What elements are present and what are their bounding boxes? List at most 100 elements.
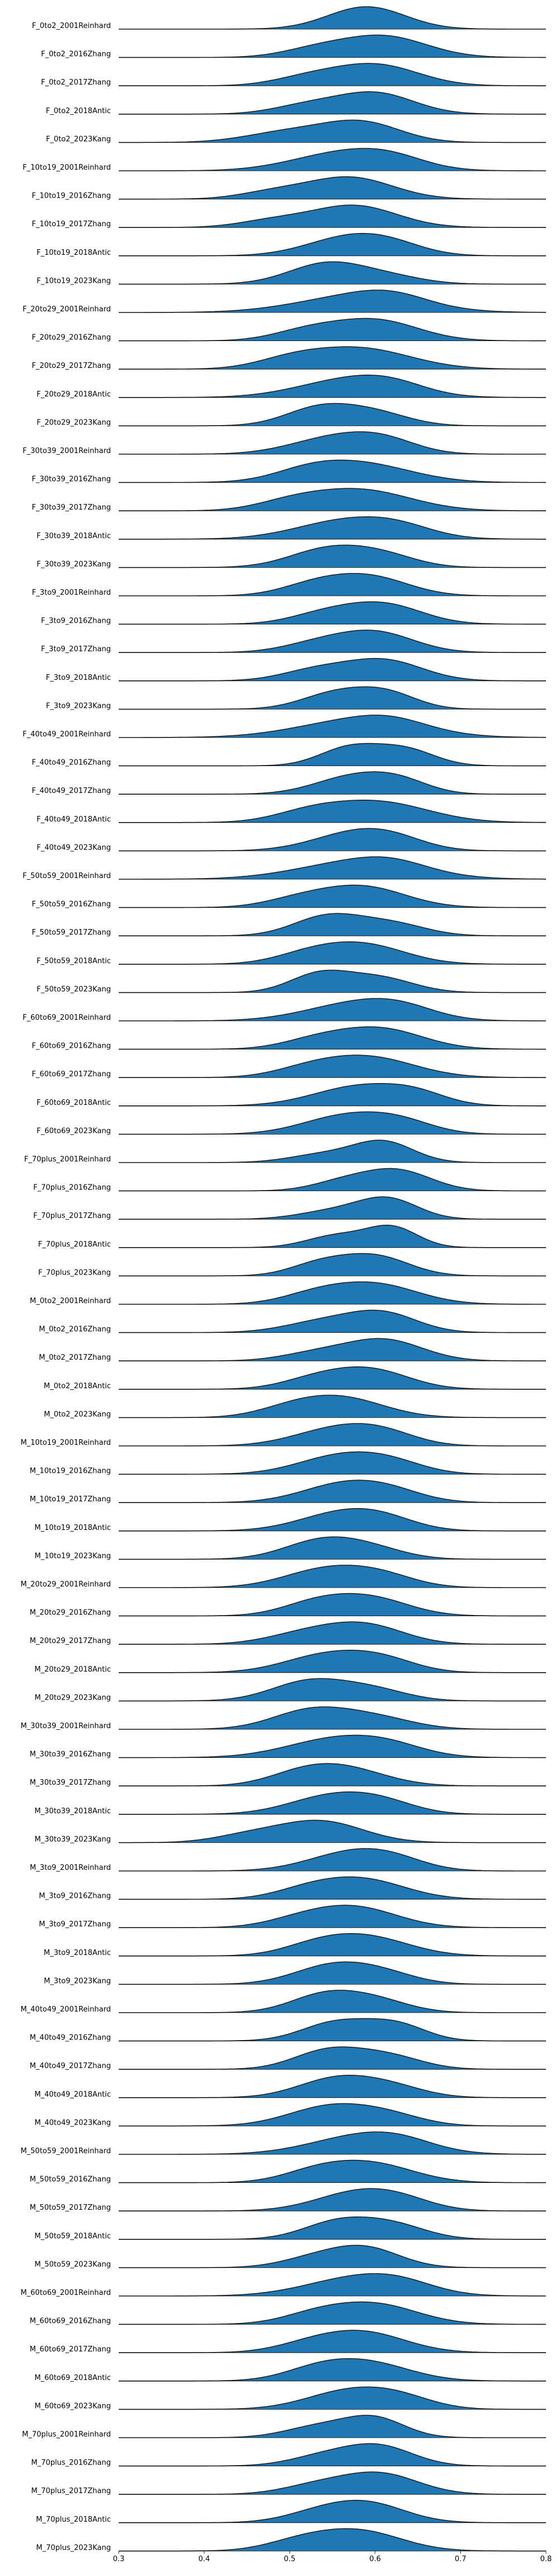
ridge-row: M_3to9_2023Kang	[44, 1961, 546, 1985]
ridge-row: M_30to39_2018Antic	[35, 1791, 546, 1816]
row-label: F_50to59_2001Reinhard	[22, 872, 111, 880]
ridge-row: F_10to19_2023Kang	[37, 261, 546, 285]
ridge-area	[119, 743, 546, 766]
ridge-row: F_20to29_2016Zhang	[32, 318, 546, 342]
row-label: M_3to9_2018Antic	[44, 1949, 111, 1957]
ridge-area	[119, 772, 546, 795]
ridge-row: F_50to59_2018Antic	[36, 941, 546, 965]
ridge-row: F_30to39_2001Reinhard	[22, 431, 546, 455]
ridge-line	[119, 715, 546, 738]
ridge-area	[119, 2160, 546, 2183]
ridge-area	[119, 573, 546, 596]
ridge-area	[119, 687, 546, 710]
row-label: M_30to39_2001Reinhard	[21, 1722, 111, 1730]
row-label: F_70plus_2016Zhang	[33, 1184, 111, 1192]
ridge-area	[119, 1424, 546, 1446]
ridge-row: M_60to69_2016Zhang	[30, 2301, 546, 2326]
ridge-area	[119, 1990, 546, 2013]
ridge-area	[119, 1026, 546, 1049]
ridge-row: F_0to2_2017Zhang	[41, 63, 546, 87]
ridge-row: M_50to59_2016Zhang	[30, 2159, 546, 2184]
ridge-row: M_30to39_2023Kang	[35, 1819, 546, 1844]
row-label: F_60to69_2017Zhang	[32, 1070, 111, 1079]
ridge-area	[119, 63, 546, 86]
ridge-row: M_10to19_2016Zhang	[30, 1451, 546, 1476]
row-label: F_40to49_2023Kang	[37, 843, 111, 852]
ridge-row: M_70plus_2017Zhang	[31, 2471, 546, 2495]
ridge-area	[119, 233, 546, 256]
row-label: F_0to2_2017Zhang	[41, 78, 111, 87]
row-label: F_3to9_2017Zhang	[41, 645, 111, 654]
row-label: F_50to59_2016Zhang	[32, 900, 111, 909]
ridge-row: M_3to9_2016Zhang	[39, 1876, 546, 1901]
ridge-row: F_60to69_2023Kang	[37, 1111, 546, 1135]
ridge-area	[119, 2472, 546, 2495]
ridge-area	[119, 2528, 546, 2551]
x-tick-label: 0.8	[540, 2555, 552, 2563]
ridge-area	[119, 2132, 546, 2154]
ridge-row: F_3to9_2016Zhang	[41, 601, 546, 626]
ridge-row: F_20to29_2017Zhang	[32, 346, 547, 370]
ridge-row: M_20to29_2016Zhang	[30, 1593, 546, 1617]
ridge-area	[119, 828, 546, 851]
ridge-area	[119, 998, 546, 1021]
ridge-row: F_20to29_2018Antic	[36, 375, 546, 399]
ridge-row: M_3to9_2018Antic	[44, 1933, 546, 1957]
row-label: M_20to29_2018Antic	[35, 1665, 111, 1674]
ridge-area	[119, 1366, 546, 1389]
ridge-area	[119, 1877, 546, 1900]
row-label: F_0to2_2016Zhang	[41, 50, 111, 59]
row-label: M_60to69_2016Zhang	[30, 2317, 111, 2326]
ridge-row: F_60to69_2018Antic	[36, 1083, 546, 1107]
ridge-row: F_50to59_2023Kang	[37, 969, 546, 993]
ridge-line	[119, 290, 546, 313]
ridge-area	[119, 1338, 546, 1361]
row-label: M_70plus_2016Zhang	[31, 2459, 111, 2467]
ridge-row: F_70plus_2023Kang	[38, 1253, 546, 1277]
ridge-row: F_30to39_2023Kang	[37, 544, 546, 568]
ridge-row: M_50to59_2023Kang	[35, 2244, 546, 2269]
row-label: M_70plus_2017Zhang	[31, 2487, 111, 2495]
row-label: M_0to2_2018Antic	[44, 1382, 111, 1390]
ridge-row: M_40to49_2017Zhang	[30, 2046, 546, 2070]
row-label: M_0to2_2016Zhang	[39, 1326, 111, 1334]
ridge-area	[119, 2443, 546, 2466]
row-label: F_3to9_2016Zhang	[41, 617, 111, 626]
row-label: M_50to59_2016Zhang	[30, 2176, 111, 2184]
row-label: F_20to29_2018Antic	[36, 390, 111, 399]
ridge-area	[119, 2216, 546, 2239]
ridge-row: F_60to69_2017Zhang	[32, 1054, 546, 1079]
ridge-area	[119, 1678, 546, 1701]
ridge-row: M_70plus_2023Kang	[36, 2528, 546, 2552]
ridge-area	[119, 1055, 546, 1078]
row-label: F_50to59_2018Antic	[36, 957, 111, 965]
ridge-area	[119, 1763, 546, 1786]
row-label: F_0to2_2001Reinhard	[32, 22, 111, 30]
ridge-area	[119, 1735, 546, 1758]
row-label: M_70plus_2018Antic	[36, 2516, 111, 2524]
ridge-area	[119, 2018, 546, 2041]
row-label: F_3to9_2018Antic	[46, 674, 111, 682]
ridge-area	[119, 2387, 546, 2410]
ridge-area	[119, 658, 546, 681]
ridge-area	[119, 1140, 546, 1163]
row-label: F_60to69_2001Reinhard	[22, 1014, 111, 1022]
ridge-row: M_50to59_2017Zhang	[30, 2188, 546, 2212]
ridge-area	[119, 205, 546, 228]
ridge-area	[119, 1565, 546, 1588]
ridge-row: M_70plus_2016Zhang	[31, 2443, 546, 2467]
ridge-row: F_40to49_2001Reinhard	[22, 715, 546, 739]
ridge-area	[119, 1395, 546, 1418]
ridge-row: F_60to69_2016Zhang	[32, 1026, 546, 1051]
ridge-area	[119, 970, 546, 993]
ridge-area	[119, 601, 546, 624]
ridge-row: M_10to19_2017Zhang	[30, 1480, 546, 1504]
row-label: M_20to29_2023Kang	[35, 1693, 111, 1702]
row-label: M_3to9_2017Zhang	[39, 1920, 111, 1929]
ridge-row: F_50to59_2016Zhang	[32, 884, 546, 909]
ridge-row: M_0to2_2023Kang	[44, 1394, 546, 1418]
x-tick-label: 0.6	[369, 2555, 381, 2563]
row-label: F_30to39_2017Zhang	[32, 503, 111, 512]
ridge-area	[119, 545, 546, 568]
